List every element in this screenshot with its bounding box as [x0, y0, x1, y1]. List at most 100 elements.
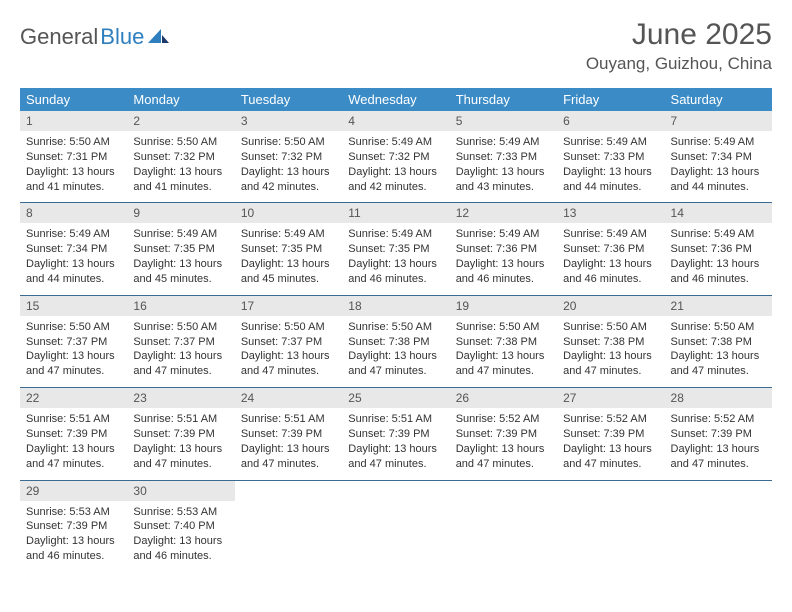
day-number: 16 [127, 296, 234, 316]
day-number: 21 [665, 296, 772, 316]
calendar-row: 29Sunrise: 5:53 AMSunset: 7:39 PMDayligh… [20, 480, 772, 572]
day-details: Sunrise: 5:50 AMSunset: 7:37 PMDaylight:… [20, 316, 127, 387]
day-details: Sunrise: 5:51 AMSunset: 7:39 PMDaylight:… [342, 408, 449, 479]
calendar-cell: 14Sunrise: 5:49 AMSunset: 7:36 PMDayligh… [665, 203, 772, 295]
brand-word-2: Blue [100, 24, 144, 50]
calendar-cell: 22Sunrise: 5:51 AMSunset: 7:39 PMDayligh… [20, 388, 127, 480]
calendar-cell: 25Sunrise: 5:51 AMSunset: 7:39 PMDayligh… [342, 388, 449, 480]
day-number: 30 [127, 481, 234, 501]
calendar-cell: 6Sunrise: 5:49 AMSunset: 7:33 PMDaylight… [557, 111, 664, 203]
day-number: 7 [665, 111, 772, 131]
day-details: Sunrise: 5:50 AMSunset: 7:32 PMDaylight:… [235, 131, 342, 202]
calendar-cell: 9Sunrise: 5:49 AMSunset: 7:35 PMDaylight… [127, 203, 234, 295]
day-details: Sunrise: 5:49 AMSunset: 7:35 PMDaylight:… [235, 223, 342, 294]
calendar-cell: 28Sunrise: 5:52 AMSunset: 7:39 PMDayligh… [665, 388, 772, 480]
calendar-cell: 27Sunrise: 5:52 AMSunset: 7:39 PMDayligh… [557, 388, 664, 480]
day-number: 9 [127, 203, 234, 223]
brand-sail-icon [148, 24, 170, 50]
day-number: 11 [342, 203, 449, 223]
day-number: 25 [342, 388, 449, 408]
calendar-cell [557, 480, 664, 572]
calendar-row: 22Sunrise: 5:51 AMSunset: 7:39 PMDayligh… [20, 388, 772, 480]
day-number: 28 [665, 388, 772, 408]
calendar-row: 8Sunrise: 5:49 AMSunset: 7:34 PMDaylight… [20, 203, 772, 295]
calendar-cell: 2Sunrise: 5:50 AMSunset: 7:32 PMDaylight… [127, 111, 234, 203]
day-details: Sunrise: 5:49 AMSunset: 7:36 PMDaylight:… [557, 223, 664, 294]
day-details: Sunrise: 5:50 AMSunset: 7:37 PMDaylight:… [127, 316, 234, 387]
calendar-cell: 15Sunrise: 5:50 AMSunset: 7:37 PMDayligh… [20, 295, 127, 387]
weekday-header: Friday [557, 88, 664, 111]
weekday-header: Monday [127, 88, 234, 111]
day-details: Sunrise: 5:50 AMSunset: 7:37 PMDaylight:… [235, 316, 342, 387]
day-number: 10 [235, 203, 342, 223]
day-details: Sunrise: 5:51 AMSunset: 7:39 PMDaylight:… [20, 408, 127, 479]
calendar-cell: 11Sunrise: 5:49 AMSunset: 7:35 PMDayligh… [342, 203, 449, 295]
weekday-header-row: Sunday Monday Tuesday Wednesday Thursday… [20, 88, 772, 111]
calendar-cell: 1Sunrise: 5:50 AMSunset: 7:31 PMDaylight… [20, 111, 127, 203]
day-number: 8 [20, 203, 127, 223]
day-details: Sunrise: 5:50 AMSunset: 7:31 PMDaylight:… [20, 131, 127, 202]
day-details: Sunrise: 5:52 AMSunset: 7:39 PMDaylight:… [450, 408, 557, 479]
day-details: Sunrise: 5:50 AMSunset: 7:38 PMDaylight:… [665, 316, 772, 387]
day-details: Sunrise: 5:49 AMSunset: 7:34 PMDaylight:… [20, 223, 127, 294]
calendar-cell [342, 480, 449, 572]
weekday-header: Tuesday [235, 88, 342, 111]
day-number: 23 [127, 388, 234, 408]
day-number: 27 [557, 388, 664, 408]
day-number: 13 [557, 203, 664, 223]
calendar-body: 1Sunrise: 5:50 AMSunset: 7:31 PMDaylight… [20, 111, 772, 572]
calendar-cell: 12Sunrise: 5:49 AMSunset: 7:36 PMDayligh… [450, 203, 557, 295]
calendar-cell: 13Sunrise: 5:49 AMSunset: 7:36 PMDayligh… [557, 203, 664, 295]
day-details: Sunrise: 5:49 AMSunset: 7:32 PMDaylight:… [342, 131, 449, 202]
day-number: 19 [450, 296, 557, 316]
weekday-header: Thursday [450, 88, 557, 111]
calendar-cell: 21Sunrise: 5:50 AMSunset: 7:38 PMDayligh… [665, 295, 772, 387]
day-details: Sunrise: 5:49 AMSunset: 7:33 PMDaylight:… [450, 131, 557, 202]
weekday-header: Saturday [665, 88, 772, 111]
calendar-cell: 29Sunrise: 5:53 AMSunset: 7:39 PMDayligh… [20, 480, 127, 572]
calendar-cell: 17Sunrise: 5:50 AMSunset: 7:37 PMDayligh… [235, 295, 342, 387]
calendar-row: 1Sunrise: 5:50 AMSunset: 7:31 PMDaylight… [20, 111, 772, 203]
page-header: GeneralBlue June 2025 Ouyang, Guizhou, C… [20, 18, 772, 74]
calendar-cell: 4Sunrise: 5:49 AMSunset: 7:32 PMDaylight… [342, 111, 449, 203]
calendar-cell: 18Sunrise: 5:50 AMSunset: 7:38 PMDayligh… [342, 295, 449, 387]
day-number: 2 [127, 111, 234, 131]
day-number: 15 [20, 296, 127, 316]
calendar-row: 15Sunrise: 5:50 AMSunset: 7:37 PMDayligh… [20, 295, 772, 387]
calendar-cell: 5Sunrise: 5:49 AMSunset: 7:33 PMDaylight… [450, 111, 557, 203]
calendar-cell: 23Sunrise: 5:51 AMSunset: 7:39 PMDayligh… [127, 388, 234, 480]
calendar-cell: 7Sunrise: 5:49 AMSunset: 7:34 PMDaylight… [665, 111, 772, 203]
day-number: 22 [20, 388, 127, 408]
calendar-cell: 30Sunrise: 5:53 AMSunset: 7:40 PMDayligh… [127, 480, 234, 572]
brand-word-1: General [20, 24, 98, 50]
day-details: Sunrise: 5:50 AMSunset: 7:38 PMDaylight:… [450, 316, 557, 387]
calendar-cell: 19Sunrise: 5:50 AMSunset: 7:38 PMDayligh… [450, 295, 557, 387]
day-number: 26 [450, 388, 557, 408]
weekday-header: Sunday [20, 88, 127, 111]
day-details: Sunrise: 5:52 AMSunset: 7:39 PMDaylight:… [557, 408, 664, 479]
day-number: 12 [450, 203, 557, 223]
day-number: 1 [20, 111, 127, 131]
day-number: 6 [557, 111, 664, 131]
day-details: Sunrise: 5:53 AMSunset: 7:39 PMDaylight:… [20, 501, 127, 572]
calendar-cell: 24Sunrise: 5:51 AMSunset: 7:39 PMDayligh… [235, 388, 342, 480]
brand-logo: GeneralBlue [20, 18, 170, 50]
calendar-cell [235, 480, 342, 572]
day-number: 4 [342, 111, 449, 131]
day-details: Sunrise: 5:49 AMSunset: 7:36 PMDaylight:… [665, 223, 772, 294]
day-number: 14 [665, 203, 772, 223]
calendar-cell: 10Sunrise: 5:49 AMSunset: 7:35 PMDayligh… [235, 203, 342, 295]
day-details: Sunrise: 5:52 AMSunset: 7:39 PMDaylight:… [665, 408, 772, 479]
day-details: Sunrise: 5:49 AMSunset: 7:34 PMDaylight:… [665, 131, 772, 202]
day-details: Sunrise: 5:50 AMSunset: 7:38 PMDaylight:… [342, 316, 449, 387]
day-details: Sunrise: 5:53 AMSunset: 7:40 PMDaylight:… [127, 501, 234, 572]
day-number: 29 [20, 481, 127, 501]
calendar-cell: 3Sunrise: 5:50 AMSunset: 7:32 PMDaylight… [235, 111, 342, 203]
calendar-cell: 8Sunrise: 5:49 AMSunset: 7:34 PMDaylight… [20, 203, 127, 295]
day-details: Sunrise: 5:49 AMSunset: 7:36 PMDaylight:… [450, 223, 557, 294]
day-number: 20 [557, 296, 664, 316]
calendar-cell: 16Sunrise: 5:50 AMSunset: 7:37 PMDayligh… [127, 295, 234, 387]
day-number: 17 [235, 296, 342, 316]
day-number: 5 [450, 111, 557, 131]
day-details: Sunrise: 5:51 AMSunset: 7:39 PMDaylight:… [235, 408, 342, 479]
